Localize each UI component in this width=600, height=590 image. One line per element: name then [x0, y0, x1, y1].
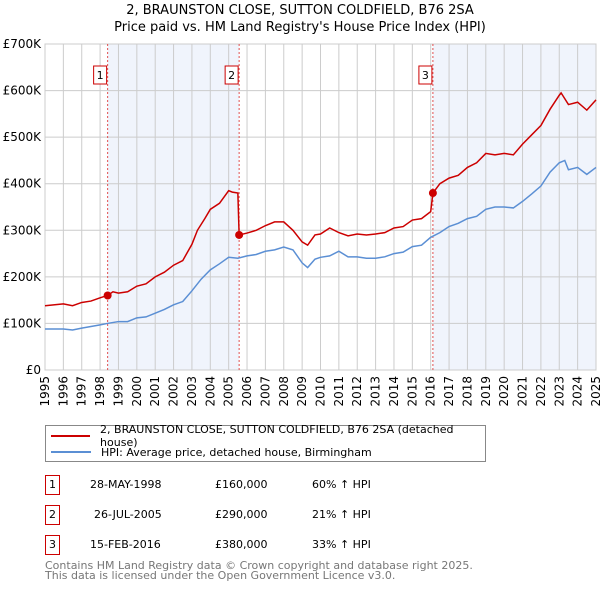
y-tick-label: £300K: [3, 223, 43, 237]
x-tick-label: 2016: [424, 376, 438, 407]
sale-hpi-change: 60% ↑ HPI: [312, 478, 371, 491]
x-tick-label: 2004: [203, 376, 217, 407]
y-tick-label: £100K: [3, 316, 43, 330]
legend: 2, BRAUNSTON CLOSE, SUTTON COLDFIELD, B7…: [45, 423, 486, 462]
sale-point: [428, 189, 437, 198]
x-tick-label: 2002: [167, 376, 181, 407]
sale-date: 15-FEB-2016: [90, 538, 161, 551]
sale-number-box: 1: [45, 475, 60, 495]
x-tick-label: 2011: [332, 376, 346, 407]
x-tick-label: 2019: [479, 376, 493, 407]
y-tick-label: £500K: [3, 130, 43, 144]
x-tick-label: 2017: [442, 376, 456, 407]
sale-marker-label: 2: [228, 69, 235, 82]
sale-point: [235, 230, 244, 239]
sale-number-box: 3: [45, 535, 60, 555]
chart-subtitle: Price paid vs. HM Land Registry's House …: [114, 20, 486, 35]
x-tick-label: 2023: [552, 376, 566, 407]
legend-swatch-blue: [51, 451, 91, 453]
x-tick-label: 2018: [460, 376, 474, 407]
sale-price: £290,000: [215, 508, 268, 521]
x-tick-label: 1997: [75, 376, 89, 407]
sale-price: £160,000: [215, 478, 268, 491]
x-tick-label: 2000: [130, 376, 144, 407]
x-tick-label: 2005: [222, 376, 236, 407]
x-tick-label: 2001: [148, 376, 162, 407]
x-tick-label: 2009: [295, 376, 309, 407]
x-tick-label: 2003: [185, 376, 199, 407]
sale-number-box: 2: [45, 505, 60, 525]
x-tick-label: 2021: [516, 376, 530, 407]
sale-marker-label: 1: [97, 69, 104, 82]
x-tick-label: 2022: [534, 376, 548, 407]
x-tick-label: 2010: [314, 376, 328, 407]
x-tick-label: 2007: [258, 376, 272, 407]
legend-swatch-red: [51, 435, 91, 437]
plot-frame: [44, 43, 597, 371]
x-tick-label: 2012: [350, 376, 364, 407]
legend-label: 2, BRAUNSTON CLOSE, SUTTON COLDFIELD, B7…: [100, 423, 454, 449]
x-tick-label: 2024: [571, 376, 585, 407]
hpi-line: [45, 159, 597, 331]
x-tick-label: 1996: [56, 376, 70, 407]
chart-title: 2, BRAUNSTON CLOSE, SUTTON COLDFIELD, B7…: [126, 3, 474, 18]
x-tick-label: 1999: [111, 376, 125, 407]
y-tick-label: £600K: [3, 84, 43, 98]
sale-marker-box: [418, 65, 433, 85]
sale-date: 28-MAY-1998: [90, 478, 162, 491]
x-tick-label: 2020: [497, 376, 511, 407]
y-tick-label: £700K: [3, 37, 43, 51]
legend-item-hpi: HPI: Average price, detached house, Birm…: [51, 444, 372, 460]
x-tick-label: 2008: [277, 376, 291, 407]
y-tick-label: £200K: [3, 270, 43, 284]
sale-point: [103, 291, 112, 300]
legend-label: HPI: Average price, detached house, Birm…: [101, 445, 372, 459]
sale-hpi-change: 21% ↑ HPI: [312, 508, 371, 521]
x-tick-label: 1998: [93, 376, 107, 407]
x-tick-label: 2006: [240, 376, 254, 407]
x-tick-label: 1995: [38, 376, 52, 407]
sale-marker-label: 3: [422, 69, 429, 82]
sale-hpi-change: 33% ↑ HPI: [312, 538, 371, 551]
x-tick-label: 2015: [405, 376, 419, 407]
property-price-line: [44, 91, 597, 307]
price-chart: £0 £100K £200K £300K £400K £500K £600K £700K 199…: [3, 37, 600, 407]
y-tick-label: £0: [26, 363, 41, 377]
sale-date: 26-JUL-2005: [94, 508, 162, 521]
y-tick-label: £400K: [3, 177, 43, 191]
sale-marker-box: [224, 65, 239, 85]
x-tick-label: 2014: [387, 376, 401, 407]
footer-line-1: Contains HM Land Registry data © Crown c…: [45, 559, 473, 572]
footer-line-2: This data is licensed under the Open Gov…: [45, 569, 396, 582]
sale-price: £380,000: [215, 538, 268, 551]
x-tick-label: 2025: [589, 376, 600, 407]
legend-item-property: 2, BRAUNSTON CLOSE, SUTTON COLDFIELD, B7…: [51, 423, 485, 449]
sale-marker-box: [93, 65, 108, 85]
x-tick-label: 2013: [369, 376, 383, 407]
